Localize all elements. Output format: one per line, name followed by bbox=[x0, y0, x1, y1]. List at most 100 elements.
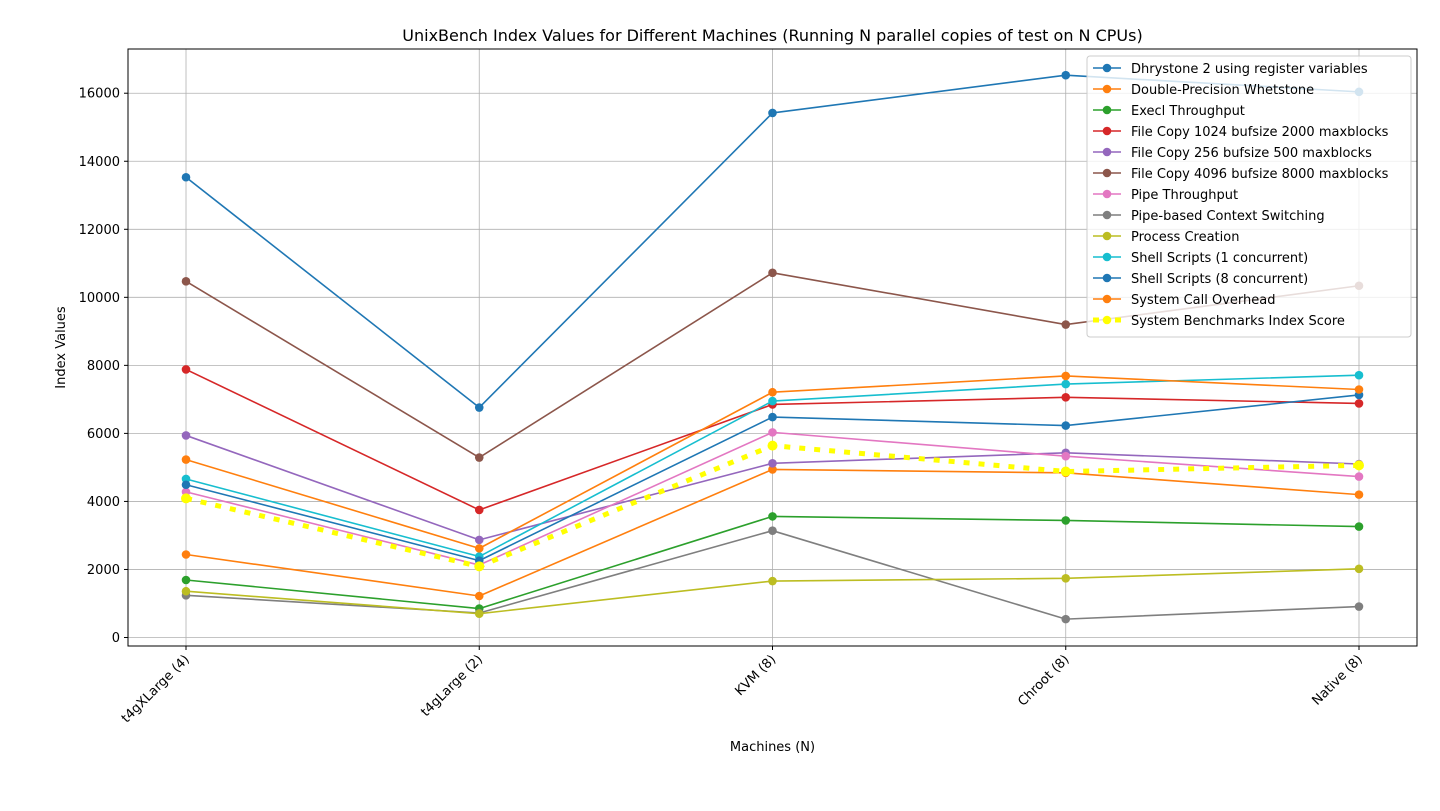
legend-label: Pipe Throughput bbox=[1131, 188, 1238, 203]
data-point bbox=[1354, 472, 1364, 481]
series-system-benchmarks-index-score bbox=[181, 440, 1364, 572]
legend-swatch-marker bbox=[1102, 231, 1112, 241]
data-point bbox=[181, 550, 191, 559]
data-point bbox=[1061, 451, 1071, 461]
data-point bbox=[1061, 371, 1071, 381]
legend-item: Dhrystone 2 using register variables bbox=[1093, 62, 1368, 77]
data-point bbox=[1354, 385, 1364, 394]
y-tick-label: 16000 bbox=[79, 87, 120, 102]
data-point bbox=[1061, 421, 1071, 430]
legend-swatch-marker bbox=[1102, 105, 1112, 115]
legend-label: File Copy 4096 bufsize 8000 maxblocks bbox=[1131, 167, 1389, 182]
y-tick-label: 8000 bbox=[87, 359, 120, 374]
legend-swatch-marker bbox=[1102, 315, 1112, 325]
legend-item: File Copy 1024 bufsize 2000 maxblocks bbox=[1093, 125, 1389, 140]
data-point bbox=[474, 561, 485, 572]
data-point bbox=[767, 440, 778, 451]
legend-item: Pipe Throughput bbox=[1093, 188, 1238, 203]
data-point bbox=[1061, 70, 1071, 80]
series-system-call-overhead bbox=[181, 371, 1364, 553]
y-tick-label: 4000 bbox=[87, 495, 120, 510]
data-point bbox=[768, 465, 777, 474]
y-tick-label: 10000 bbox=[79, 291, 120, 306]
data-point bbox=[181, 586, 191, 596]
legend-item: Double-Precision Whetstone bbox=[1093, 83, 1314, 98]
y-tick-label: 0 bbox=[112, 631, 120, 646]
legend-item: System Call Overhead bbox=[1093, 293, 1276, 308]
legend-item: Execl Throughput bbox=[1093, 104, 1245, 119]
data-point bbox=[768, 396, 777, 406]
data-point bbox=[768, 387, 777, 397]
legend-item: Shell Scripts (1 concurrent) bbox=[1093, 251, 1308, 266]
legend-label: Shell Scripts (1 concurrent) bbox=[1131, 251, 1308, 266]
legend-label: File Copy 256 bufsize 500 maxblocks bbox=[1131, 146, 1372, 161]
data-point bbox=[181, 277, 191, 286]
data-point bbox=[181, 365, 191, 374]
data-point bbox=[1354, 602, 1364, 611]
legend-label: System Call Overhead bbox=[1131, 293, 1276, 308]
data-point bbox=[1354, 564, 1364, 574]
data-point bbox=[474, 505, 484, 515]
data-point bbox=[474, 535, 484, 545]
data-point bbox=[1354, 522, 1364, 531]
legend-swatch-marker bbox=[1102, 294, 1112, 304]
series-process-creation bbox=[181, 564, 1364, 618]
data-point bbox=[768, 108, 777, 118]
legend-box bbox=[1086, 55, 1412, 338]
legend-label: File Copy 1024 bufsize 2000 maxblocks bbox=[1131, 125, 1389, 140]
data-point bbox=[1061, 574, 1071, 583]
data-point bbox=[768, 459, 777, 468]
series-group bbox=[181, 70, 1364, 624]
x-axis-label: Machines (N) bbox=[730, 740, 815, 755]
legend-item: System Benchmarks Index Score bbox=[1093, 314, 1345, 329]
data-point bbox=[1354, 370, 1364, 380]
legend-label: Process Creation bbox=[1131, 230, 1239, 245]
data-point bbox=[474, 544, 484, 553]
legend-swatch-marker bbox=[1102, 126, 1112, 136]
legend-label: Dhrystone 2 using register variables bbox=[1131, 62, 1368, 77]
y-tick-label: 14000 bbox=[79, 155, 120, 170]
legend-swatch-marker bbox=[1102, 63, 1112, 73]
data-point bbox=[474, 591, 484, 601]
legend-item: File Copy 4096 bufsize 8000 maxblocks bbox=[1093, 167, 1389, 182]
data-point bbox=[1354, 399, 1364, 408]
data-point bbox=[181, 493, 192, 504]
legend-label: Shell Scripts (8 concurrent) bbox=[1131, 272, 1308, 287]
legend-swatch-marker bbox=[1102, 189, 1112, 199]
data-point bbox=[768, 412, 777, 422]
legend-swatch-marker bbox=[1102, 147, 1112, 157]
chart-title: UnixBench Index Values for Different Mac… bbox=[402, 26, 1142, 45]
data-point bbox=[181, 480, 191, 490]
data-point bbox=[1354, 490, 1364, 499]
data-point bbox=[768, 512, 777, 521]
y-tick-label: 6000 bbox=[87, 427, 120, 442]
legend-item: File Copy 256 bufsize 500 maxblocks bbox=[1093, 146, 1372, 161]
data-point bbox=[1353, 460, 1364, 471]
y-axis-label: Index Values bbox=[54, 306, 69, 389]
data-point bbox=[1060, 466, 1071, 477]
legend-label: Double-Precision Whetstone bbox=[1131, 83, 1314, 98]
legend-label: Pipe-based Context Switching bbox=[1131, 209, 1325, 224]
data-point bbox=[474, 453, 484, 462]
data-point bbox=[768, 428, 777, 437]
series-shell-scripts-8-concurrent- bbox=[181, 390, 1364, 565]
data-point bbox=[768, 526, 777, 535]
data-point bbox=[1061, 614, 1071, 624]
legend-swatch-marker bbox=[1102, 168, 1112, 178]
legend-item: Shell Scripts (8 concurrent) bbox=[1093, 272, 1308, 287]
data-point bbox=[181, 172, 191, 182]
legend-item: Process Creation bbox=[1093, 230, 1239, 245]
legend-label: System Benchmarks Index Score bbox=[1131, 314, 1345, 329]
data-point bbox=[181, 455, 191, 464]
y-tick-label: 2000 bbox=[87, 563, 120, 578]
data-point bbox=[768, 576, 777, 586]
data-point bbox=[1061, 393, 1071, 402]
data-point bbox=[474, 609, 484, 618]
data-point bbox=[181, 431, 191, 440]
legend: Dhrystone 2 using register variables Doub… bbox=[1086, 55, 1412, 338]
data-point bbox=[474, 403, 484, 412]
legend-swatch-marker bbox=[1102, 252, 1112, 262]
series-execl-throughput bbox=[181, 512, 1364, 613]
